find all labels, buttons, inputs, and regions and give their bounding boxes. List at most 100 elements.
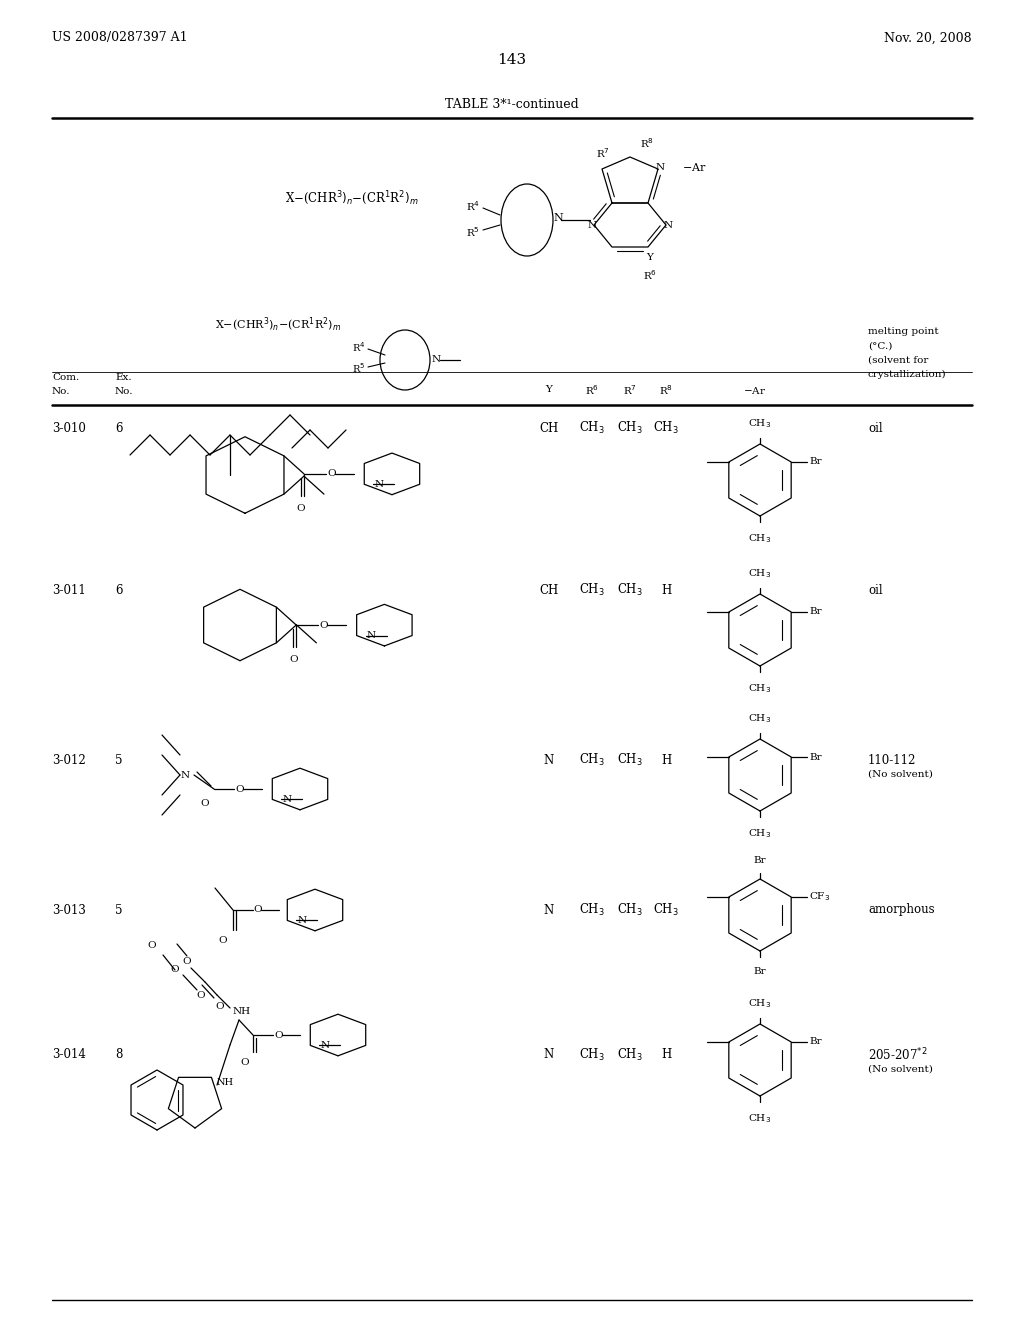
Text: CH$_3$: CH$_3$ [749, 1111, 771, 1125]
Text: Com.: Com. [52, 374, 79, 383]
Text: O: O [216, 1002, 224, 1011]
Text: O: O [201, 799, 209, 808]
Text: X$-$(CHR$^3)_n$$-$(CR$^1$R$^2)_m$: X$-$(CHR$^3)_n$$-$(CR$^1$R$^2)_m$ [285, 189, 419, 207]
Text: CH$_3$: CH$_3$ [749, 828, 771, 840]
Text: 6: 6 [115, 583, 123, 597]
Text: H: H [660, 1048, 671, 1061]
Text: 6: 6 [115, 421, 123, 434]
Text: N: N [180, 771, 189, 780]
Text: 110-112: 110-112 [868, 754, 916, 767]
Text: Y: Y [646, 252, 653, 261]
Text: CH$_3$: CH$_3$ [749, 532, 771, 545]
Text: N: N [588, 220, 597, 230]
Text: amorphous: amorphous [868, 903, 935, 916]
Text: 5: 5 [115, 903, 123, 916]
Text: O: O [319, 620, 328, 630]
Text: 205-207$^{*2}$: 205-207$^{*2}$ [868, 1047, 928, 1064]
Text: N: N [374, 479, 383, 488]
Text: CH$_3$: CH$_3$ [617, 902, 643, 917]
Text: Y: Y [546, 385, 552, 395]
Text: O: O [327, 470, 336, 478]
Text: 3-011: 3-011 [52, 583, 86, 597]
Text: Br: Br [809, 1038, 822, 1047]
Text: N: N [321, 1041, 330, 1049]
Text: N: N [553, 213, 563, 223]
Text: 3-012: 3-012 [52, 754, 86, 767]
Text: CH$_3$: CH$_3$ [579, 752, 605, 768]
Text: CH$_3$: CH$_3$ [749, 417, 771, 430]
Text: oil: oil [868, 583, 883, 597]
Text: 8: 8 [115, 1048, 123, 1061]
Text: CH$_3$: CH$_3$ [579, 902, 605, 917]
Text: (°C.): (°C.) [868, 342, 892, 351]
Text: (No solvent): (No solvent) [868, 1064, 933, 1073]
Text: N: N [544, 1048, 554, 1061]
Text: X$-$(CHR$^3)_n$$-$(CR$^1$R$^2)_m$: X$-$(CHR$^3)_n$$-$(CR$^1$R$^2)_m$ [215, 315, 341, 334]
Text: N: N [297, 916, 306, 925]
Text: 5: 5 [115, 754, 123, 767]
Text: $-$Ar: $-$Ar [743, 384, 767, 396]
Text: Br: Br [809, 607, 822, 616]
Text: CH$_3$: CH$_3$ [653, 420, 679, 436]
Text: CH$_3$: CH$_3$ [579, 1047, 605, 1063]
Text: O: O [197, 990, 206, 999]
Text: CH$_3$: CH$_3$ [579, 582, 605, 598]
Text: R$^4$: R$^4$ [466, 199, 480, 213]
Text: H: H [660, 583, 671, 597]
Text: Br: Br [809, 752, 822, 762]
Text: crystallization): crystallization) [868, 370, 946, 379]
Text: 143: 143 [498, 53, 526, 67]
Text: (No solvent): (No solvent) [868, 770, 933, 779]
Text: CH$_3$: CH$_3$ [617, 582, 643, 598]
Text: H: H [660, 754, 671, 767]
Text: R$^6$: R$^6$ [643, 268, 657, 282]
Text: CH$_3$: CH$_3$ [653, 902, 679, 917]
Text: TABLE 3*¹-continued: TABLE 3*¹-continued [445, 99, 579, 111]
Text: Br: Br [809, 458, 822, 466]
Text: melting point: melting point [868, 327, 939, 337]
Text: R$^8$: R$^8$ [659, 383, 673, 397]
Text: NH: NH [233, 1007, 251, 1016]
Text: O: O [297, 504, 305, 513]
Text: CH$_3$: CH$_3$ [749, 568, 771, 579]
Text: CF$_3$: CF$_3$ [809, 891, 830, 903]
Text: O: O [289, 655, 298, 664]
Text: Ex.: Ex. [115, 374, 132, 383]
Text: NH: NH [216, 1078, 233, 1086]
Text: CH$_3$: CH$_3$ [617, 420, 643, 436]
Text: CH$_3$: CH$_3$ [749, 682, 771, 694]
Text: 3-010: 3-010 [52, 421, 86, 434]
Text: N: N [283, 795, 292, 804]
Text: No.: No. [115, 387, 133, 396]
Text: Br: Br [754, 855, 766, 865]
Text: N: N [544, 903, 554, 916]
Text: US 2008/0287397 A1: US 2008/0287397 A1 [52, 32, 187, 45]
Text: O: O [274, 1031, 283, 1040]
Text: N: N [655, 162, 665, 172]
Text: CH$_3$: CH$_3$ [617, 752, 643, 768]
Text: O: O [171, 965, 179, 974]
Text: 3-014: 3-014 [52, 1048, 86, 1061]
Text: O: O [253, 906, 261, 915]
Text: O: O [234, 784, 244, 793]
Text: O: O [147, 940, 157, 949]
Text: O: O [182, 957, 191, 966]
Text: (solvent for: (solvent for [868, 355, 929, 364]
Text: O: O [241, 1059, 249, 1067]
Text: CH$_3$: CH$_3$ [579, 420, 605, 436]
Text: O: O [219, 936, 227, 945]
Text: R$^7$: R$^7$ [596, 147, 610, 160]
Text: CH: CH [540, 583, 559, 597]
Text: R$^5$: R$^5$ [352, 362, 365, 375]
Text: 3-013: 3-013 [52, 903, 86, 916]
Text: $-$Ar: $-$Ar [682, 161, 707, 173]
Text: Nov. 20, 2008: Nov. 20, 2008 [885, 32, 972, 45]
Text: R$^6$: R$^6$ [585, 383, 599, 397]
Text: R$^7$: R$^7$ [623, 383, 637, 397]
Text: Br: Br [754, 968, 766, 975]
Text: CH$_3$: CH$_3$ [749, 713, 771, 725]
Text: CH: CH [540, 421, 559, 434]
Text: No.: No. [52, 387, 71, 396]
Text: N: N [544, 754, 554, 767]
Text: N: N [664, 220, 673, 230]
